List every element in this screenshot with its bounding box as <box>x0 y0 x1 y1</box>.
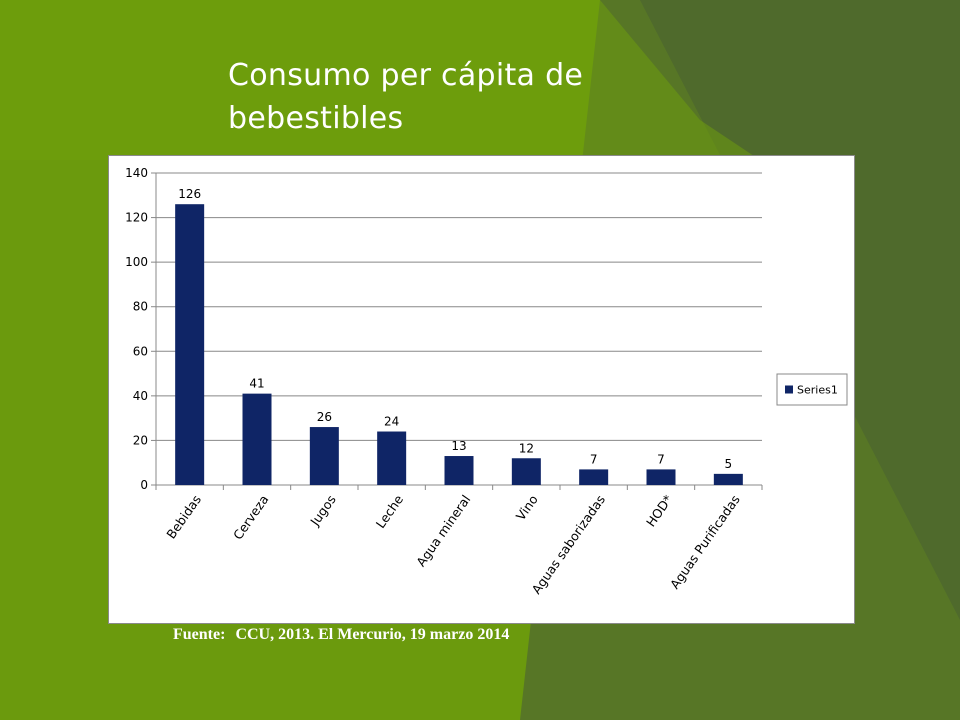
source-text: CCU, 2013. El Mercurio, 19 marzo 2014 <box>235 626 510 643</box>
category-label: Bebidas <box>163 492 204 541</box>
data-label: 26 <box>317 410 332 424</box>
bar <box>175 204 205 485</box>
category-label: Leche <box>373 492 407 531</box>
category-label: HOD* <box>643 492 675 529</box>
category-label: Cerveza <box>230 492 271 542</box>
data-label: 7 <box>657 452 665 466</box>
category-label: Agua mineral <box>413 492 473 569</box>
bar <box>579 469 609 485</box>
data-label: 5 <box>725 457 733 471</box>
category-label: Aguas saborizadas <box>529 492 609 597</box>
source-label: Fuente: <box>173 626 226 643</box>
bar-chart: 0 20 40 60 80 100 120 140 126 Bebidas 41 Cerveza 26 J… <box>125 166 848 597</box>
background-light-wedge <box>0 0 760 160</box>
y-tick-label: 20 <box>133 433 148 447</box>
y-tick-label: 100 <box>125 255 148 269</box>
y-tick-label: 40 <box>133 389 148 403</box>
bar <box>377 431 407 485</box>
y-tick-label: 140 <box>125 166 148 180</box>
slide-title-line-1: Consumo per cápita de <box>228 58 584 93</box>
legend-box <box>776 373 848 406</box>
data-label: 41 <box>249 377 264 391</box>
data-label: 13 <box>451 439 466 453</box>
data-label: 126 <box>178 187 201 201</box>
source-note: Fuente: CCU, 2013. El Mercurio, 19 marzo … <box>173 626 519 644</box>
data-label: 12 <box>519 441 534 455</box>
bar <box>511 458 541 485</box>
bar <box>713 473 743 485</box>
y-tick-label: 60 <box>133 344 148 358</box>
slide-title-line-2: bebestibles <box>228 101 404 136</box>
y-tick-label: 120 <box>125 211 148 225</box>
y-tick-label: 0 <box>140 478 148 492</box>
bar <box>444 456 474 485</box>
data-label: 24 <box>384 415 399 429</box>
bar <box>646 469 676 485</box>
bar <box>242 393 272 485</box>
y-tick-label: 80 <box>133 300 148 314</box>
category-label: Vino <box>513 492 541 523</box>
category-label: Aguas Purificadas <box>667 492 743 591</box>
chart-container: 0 20 40 60 80 100 120 140 126 Bebidas 41 Cerveza 26 J… <box>108 155 855 624</box>
bar <box>309 427 339 485</box>
category-label: Jugos <box>307 492 339 529</box>
legend-swatch <box>785 385 793 394</box>
data-label: 7 <box>590 452 598 466</box>
legend-label: Series1 <box>797 384 838 397</box>
slide-title: Consumo per cápita de bebestibles <box>228 54 583 140</box>
